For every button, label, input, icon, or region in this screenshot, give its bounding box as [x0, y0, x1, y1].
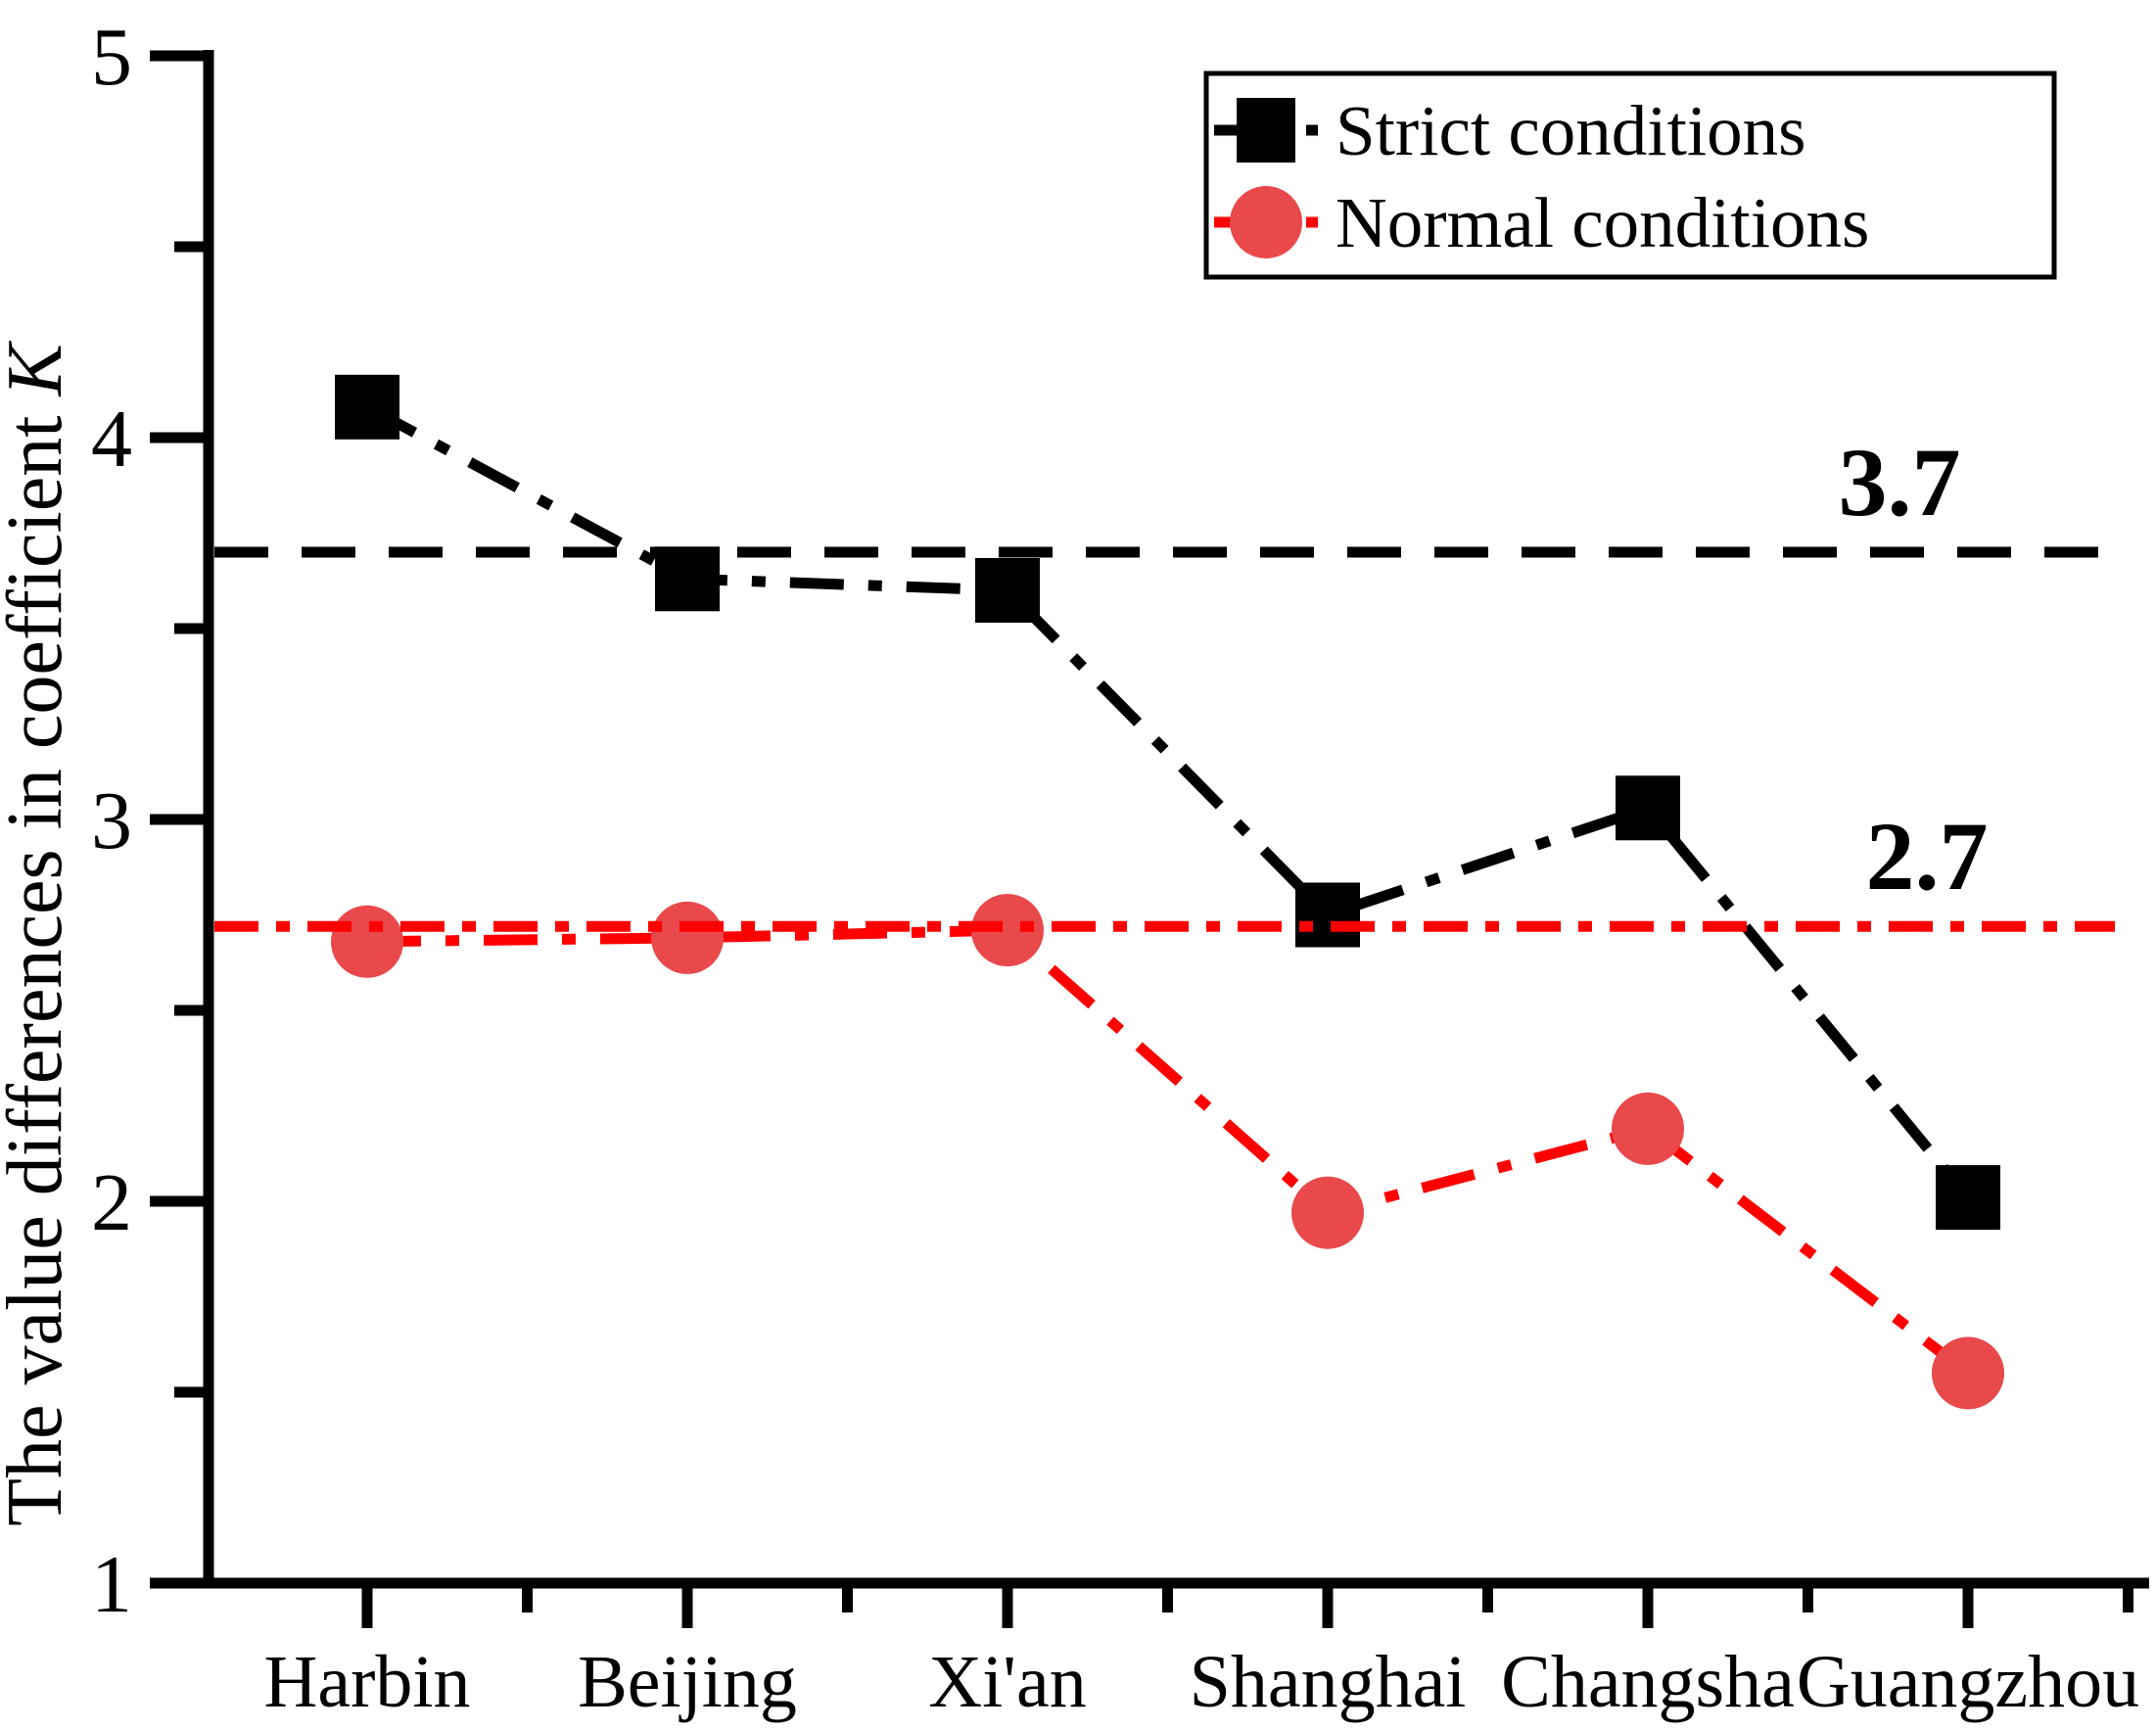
data-point-strict-Guangzhou	[1936, 1165, 2000, 1231]
y-tick-label-2: 2	[91, 1157, 132, 1248]
x-tick-label-Guangzhou: Guangzhou	[1797, 1641, 2139, 1723]
data-point-normal-Shanghai	[1291, 1176, 1364, 1249]
x-tick-label-Changsha: Changsha	[1501, 1641, 1795, 1723]
y-axis-title-symbol: K	[0, 341, 78, 397]
x-tick-label-Shanghai: Shanghai	[1190, 1641, 1467, 1723]
legend-item-normal: Normal conditions	[1214, 183, 1869, 262]
legend-circle-marker	[1230, 186, 1302, 258]
y-axis-title-text: The value differences in coefficient	[0, 397, 78, 1526]
axes-layer	[150, 50, 2149, 1628]
legend-item-strict: Strict conditions	[1214, 91, 1806, 170]
series-line-normal	[366, 924, 1972, 1378]
tick-label-layer: 5 4 3 2 1 Harbin Beijing Xi'an Shanghai Changsha G…	[91, 12, 2139, 1723]
data-point-normal-Harbin	[331, 905, 403, 978]
reference-line-layer	[214, 546, 2115, 932]
data-point-normal-Changsha	[1612, 1092, 1684, 1165]
x-tick-label-Beijing: Beijing	[578, 1641, 797, 1723]
y-tick-label-5: 5	[91, 12, 132, 103]
legend-square-marker	[1237, 98, 1295, 163]
series-line-strict	[364, 401, 1973, 1201]
data-point-strict-Changsha	[1616, 775, 1680, 841]
legend-label-strict: Strict conditions	[1336, 91, 1806, 170]
reference-label-strict: 3.7	[1839, 428, 1961, 537]
y-axis-title: The value differences in coefficient K	[0, 341, 78, 1526]
marker-layer	[331, 374, 2004, 1410]
data-point-strict-Harbin	[335, 374, 399, 440]
data-point-normal-Guangzhou	[1932, 1336, 2004, 1410]
legend-box	[1203, 70, 2057, 280]
y-tick-label-1: 1	[91, 1539, 132, 1630]
series-layer	[364, 401, 1973, 1378]
x-tick-label-Xi'an: Xi'an	[928, 1641, 1086, 1723]
legend: Strict conditions Normal conditions	[1203, 70, 2057, 280]
data-point-normal-Xi'an	[971, 894, 1044, 967]
y-tick-label-3: 3	[91, 775, 132, 866]
reference-label-normal: 2.7	[1866, 802, 1989, 911]
data-point-normal-Beijing	[651, 901, 724, 974]
y-tick-label-4: 4	[91, 394, 132, 485]
data-point-strict-Xi'an	[975, 558, 1040, 623]
x-tick-label-Harbin: Harbin	[263, 1641, 470, 1723]
data-point-strict-Shanghai	[1295, 882, 1360, 948]
legend-label-normal: Normal conditions	[1336, 183, 1869, 262]
